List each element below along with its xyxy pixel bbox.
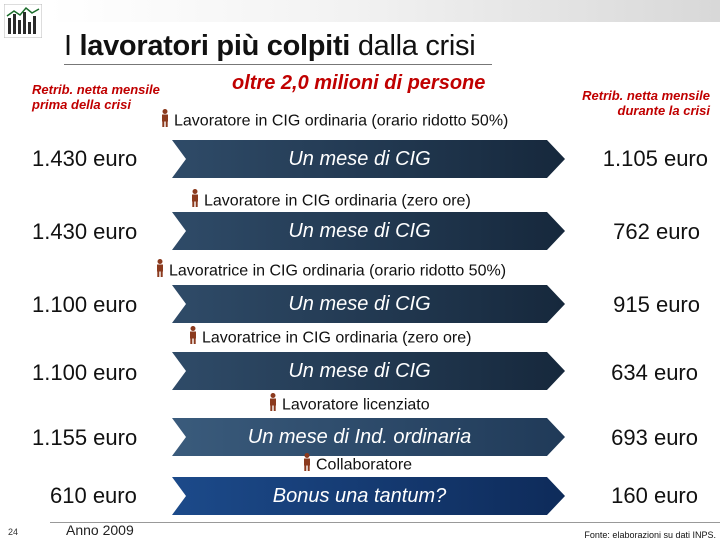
header-people-count: oltre 2,0 milioni di persone: [232, 72, 486, 94]
footer-divider: [50, 522, 720, 523]
title-bold: lavoratori più colpiti: [79, 30, 351, 62]
row-arrow: Un mese di CIG: [172, 285, 565, 323]
header-during-crisis: Retrib. netta mensile durante la crisi: [582, 88, 710, 118]
page-number: 24: [8, 527, 19, 537]
title-suffix: dalla crisi: [350, 30, 476, 62]
row-category: Lavoratrice in CIG ordinaria (zero ore): [188, 326, 471, 348]
row-category: Lavoratore in CIG ordinaria (orario rido…: [160, 109, 508, 131]
row-arrow: Un mese di CIG: [172, 212, 565, 250]
row-arrow-label: Un mese di CIG: [288, 220, 431, 242]
footer-year: Anno 2009: [66, 522, 134, 538]
row-arrow: Un mese di CIG: [172, 352, 565, 390]
footer-source: Fonte: elaborazioni su dati INPS.: [584, 530, 716, 540]
person-icon: [160, 109, 170, 134]
row-before-value: 1.155 euro: [32, 425, 138, 450]
person-icon: [190, 189, 200, 214]
row-arrow-label: Un mese di CIG: [288, 360, 431, 382]
row-category-label: Lavoratrice in CIG ordinaria (zero ore): [202, 329, 472, 347]
row-arrow: Bonus una tantum?: [172, 477, 565, 515]
row-category-label: Lavoratore licenziato: [282, 396, 430, 414]
header-left-line2: prima della crisi: [32, 97, 131, 112]
row-category: Lavoratore in CIG ordinaria (zero ore): [190, 189, 471, 211]
header-before-crisis: Retrib. netta mensile prima della crisi: [32, 82, 160, 112]
row-after-value: 634 euro: [611, 360, 698, 385]
row-arrow-label: Un mese di Ind. ordinaria: [247, 426, 472, 448]
row-arrow-label: Un mese di CIG: [288, 148, 431, 170]
row-after-value: 693 euro: [611, 425, 698, 450]
person-icon: [268, 393, 278, 418]
row-category-label: Lavoratore in CIG ordinaria (orario rido…: [174, 112, 509, 130]
row-before-value: 1.430 euro: [32, 219, 138, 244]
row-before-value: 1.100 euro: [32, 360, 138, 385]
header-right-line1: Retrib. netta mensile: [582, 88, 710, 103]
row-category: Lavoratore licenziato: [268, 393, 430, 415]
row-arrow: Un mese di Ind. ordinaria: [172, 418, 565, 456]
row-category-label: Lavoratore in CIG ordinaria (zero ore): [204, 192, 471, 210]
row-arrow-label: Un mese di CIG: [288, 293, 431, 315]
row-before-value: 610 euro: [50, 483, 137, 508]
row-category-label: Lavoratrice in CIG ordinaria (orario rid…: [169, 262, 507, 280]
header-right-line2: durante la crisi: [617, 103, 710, 118]
row-after-value: 915 euro: [613, 292, 700, 317]
page-title: I lavoratori più colpiti dalla crisi: [64, 30, 494, 65]
top-decorative-bar: [48, 0, 720, 22]
row-category: Lavoratrice in CIG ordinaria (orario rid…: [155, 259, 506, 281]
row-before-value: 1.430 euro: [32, 146, 138, 171]
person-icon: [302, 453, 312, 478]
title-underline: [64, 64, 492, 65]
person-icon: [188, 326, 198, 351]
row-arrow-label: Bonus una tantum?: [272, 485, 447, 507]
title-prefix: I: [64, 30, 80, 62]
person-icon: [155, 259, 165, 284]
row-after-value: 160 euro: [611, 483, 698, 508]
row-arrow: Un mese di CIG: [172, 140, 565, 178]
row-before-value: 1.100 euro: [32, 292, 138, 317]
row-after-value: 1.105 euro: [602, 146, 708, 171]
bar-chart-logo-icon: [3, 3, 43, 39]
row-category-label: Collaboratore: [316, 456, 413, 474]
row-category: Collaboratore: [302, 453, 412, 475]
row-after-value: 762 euro: [613, 219, 700, 244]
header-left-line1: Retrib. netta mensile: [32, 82, 160, 97]
